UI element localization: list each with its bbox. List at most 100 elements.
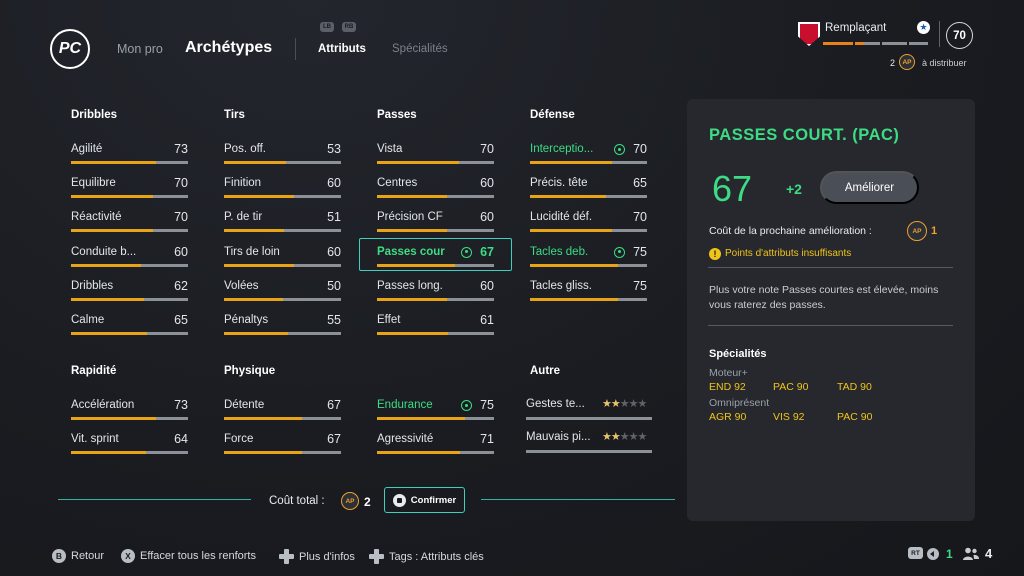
attribute-row[interactable]: Agilité 73 xyxy=(71,142,188,165)
attribute-row[interactable]: Finition 60 xyxy=(224,176,341,199)
boost-indicator-icon xyxy=(614,246,625,258)
tags-action[interactable]: Tags : Attributs clés xyxy=(369,549,484,564)
voice-chat-icon xyxy=(927,548,939,560)
attribute-value: 62 xyxy=(174,278,188,293)
boost-indicator-icon xyxy=(461,246,472,258)
attribute-row[interactable]: Lucidité déf. 70 xyxy=(530,210,647,233)
attribute-row[interactable]: Vit. sprint 64 xyxy=(71,432,188,455)
other-attribute-bar xyxy=(526,450,652,453)
confirm-button[interactable]: Confirmer xyxy=(384,487,465,513)
attribute-bar xyxy=(224,417,341,420)
attribute-bar-fill xyxy=(71,161,157,164)
attribute-value: 65 xyxy=(174,313,188,327)
attribute-detail-panel xyxy=(687,99,975,521)
improve-button[interactable]: Améliorer xyxy=(820,171,919,204)
panel-divider xyxy=(708,267,953,268)
attribute-label: Passes cour xyxy=(377,245,445,258)
attribute-row[interactable]: Tacles gliss. 75 xyxy=(530,278,647,302)
attribute-label: Interceptio... xyxy=(530,143,594,155)
detail-title: PASSES COURT. (PAC) xyxy=(709,126,900,144)
attribute-row[interactable]: Pénaltys 55 xyxy=(224,313,341,336)
clear-boosts-action[interactable]: X Effacer tous les renforts xyxy=(121,549,256,563)
attribute-row[interactable]: Pos. off. 53 xyxy=(224,142,341,165)
attribute-bar xyxy=(71,229,188,233)
attribute-row[interactable]: Réactivité 70 xyxy=(71,210,188,233)
detail-boost: +2 xyxy=(786,181,802,197)
attribute-value: 51 xyxy=(327,210,341,225)
detail-value: 67 xyxy=(712,168,753,209)
more-info-action[interactable]: Plus d'infos xyxy=(279,549,355,564)
clear-label: Effacer tous les renforts xyxy=(140,550,256,562)
attribute-row[interactable]: Détente 67 xyxy=(224,398,341,421)
attribute-row[interactable]: Force 67 xyxy=(224,432,341,455)
attribute-bar-fill xyxy=(224,332,289,335)
attribute-row[interactable]: Précision CF 60 xyxy=(377,210,494,233)
selected-attribute-frame xyxy=(359,238,512,271)
attribute-label: Volées xyxy=(224,279,259,292)
attribute-label: Vista xyxy=(377,143,403,155)
tab-specialites[interactable]: Spécialités xyxy=(392,43,448,55)
nav-mon-pro[interactable]: Mon pro xyxy=(117,42,163,56)
attribute-bar-fill xyxy=(377,332,449,335)
attribute-row[interactable]: Dribbles 62 xyxy=(71,278,188,302)
attribute-value: 70 xyxy=(174,176,188,191)
attribute-description: Plus votre note Passes courtes est élevé… xyxy=(709,284,939,311)
attribute-bar xyxy=(224,297,341,301)
attribute-row[interactable]: Passes long. 60 xyxy=(377,278,494,302)
attribute-row[interactable]: Accélération 73 xyxy=(71,398,188,421)
confirm-label: Confirmer xyxy=(410,494,457,506)
star-icon: ★ xyxy=(628,431,639,443)
attribute-value: 60 xyxy=(480,278,494,293)
attribute-row[interactable]: Calme 65 xyxy=(71,313,188,336)
attribute-value: 61 xyxy=(480,313,494,327)
attribute-bar-fill xyxy=(224,297,283,301)
attribute-label: Réactivité xyxy=(71,211,122,224)
back-action[interactable]: B Retour xyxy=(52,549,104,563)
attribute-row[interactable]: Précis. tête 65 xyxy=(530,176,647,199)
attribute-bar-fill xyxy=(377,229,448,233)
attribute-row[interactable]: Conduite b... 60 xyxy=(71,245,188,268)
b-button-icon: B xyxy=(52,549,66,563)
attribute-row[interactable]: Passes cour 67 xyxy=(377,245,494,268)
overall-rating: 70 xyxy=(946,22,973,49)
attribute-label: Tirs de loin xyxy=(224,245,280,258)
attribute-label: Agilité xyxy=(71,143,103,155)
star-icon: ★ xyxy=(619,398,630,410)
nav-archetypes[interactable]: Archétypes xyxy=(185,39,273,56)
attribute-row[interactable]: Endurance 75 xyxy=(377,398,494,421)
attribute-bar-fill xyxy=(224,451,303,454)
attribute-row[interactable]: Interceptio... 70 xyxy=(530,142,647,165)
rt-button-icon: RT xyxy=(908,547,923,559)
progress-segment xyxy=(855,42,880,45)
attribute-row[interactable]: Vista 70 xyxy=(377,142,494,165)
attribute-value: 75 xyxy=(633,278,647,293)
attribute-row[interactable]: Tirs de loin 60 xyxy=(224,245,341,268)
attribute-bar xyxy=(71,161,188,164)
ap-to-distribute-label: à distribuer xyxy=(922,58,967,68)
attribute-value: 65 xyxy=(633,176,647,191)
attribute-bar xyxy=(377,332,494,335)
more-info-label: Plus d'infos xyxy=(299,550,355,563)
attribute-value: 60 xyxy=(327,176,341,191)
attribute-row[interactable]: Agressivité 71 xyxy=(377,432,494,455)
attribute-bar xyxy=(530,229,647,233)
attribute-row[interactable]: Équilibre 70 xyxy=(71,176,188,199)
star-icon: ★ xyxy=(619,431,630,443)
attribute-bar-fill xyxy=(71,195,153,199)
category-heading: Rapidité xyxy=(71,365,117,377)
attribute-value: 60 xyxy=(480,210,494,225)
boost-indicator-icon xyxy=(614,144,625,155)
tags-label: Tags : Attributs clés xyxy=(389,550,484,563)
ap-icon: AP xyxy=(907,221,927,241)
attribute-bar-fill xyxy=(530,297,618,301)
attribute-row[interactable]: Centres 60 xyxy=(377,176,494,199)
attribute-row[interactable]: Effet 61 xyxy=(377,313,494,336)
other-attribute-label: Gestes te... xyxy=(526,398,585,410)
attribute-row[interactable]: Volées 50 xyxy=(224,279,341,302)
tab-attributs[interactable]: Attributs xyxy=(318,43,366,55)
attribute-label: Accélération xyxy=(71,399,135,411)
attribute-row[interactable]: Tacles deb. 75 xyxy=(530,245,647,268)
attribute-row[interactable]: P. de tir 51 xyxy=(224,210,341,233)
specialty-group-name: Moteur+ xyxy=(709,367,748,379)
attribute-bar-fill xyxy=(530,263,618,267)
